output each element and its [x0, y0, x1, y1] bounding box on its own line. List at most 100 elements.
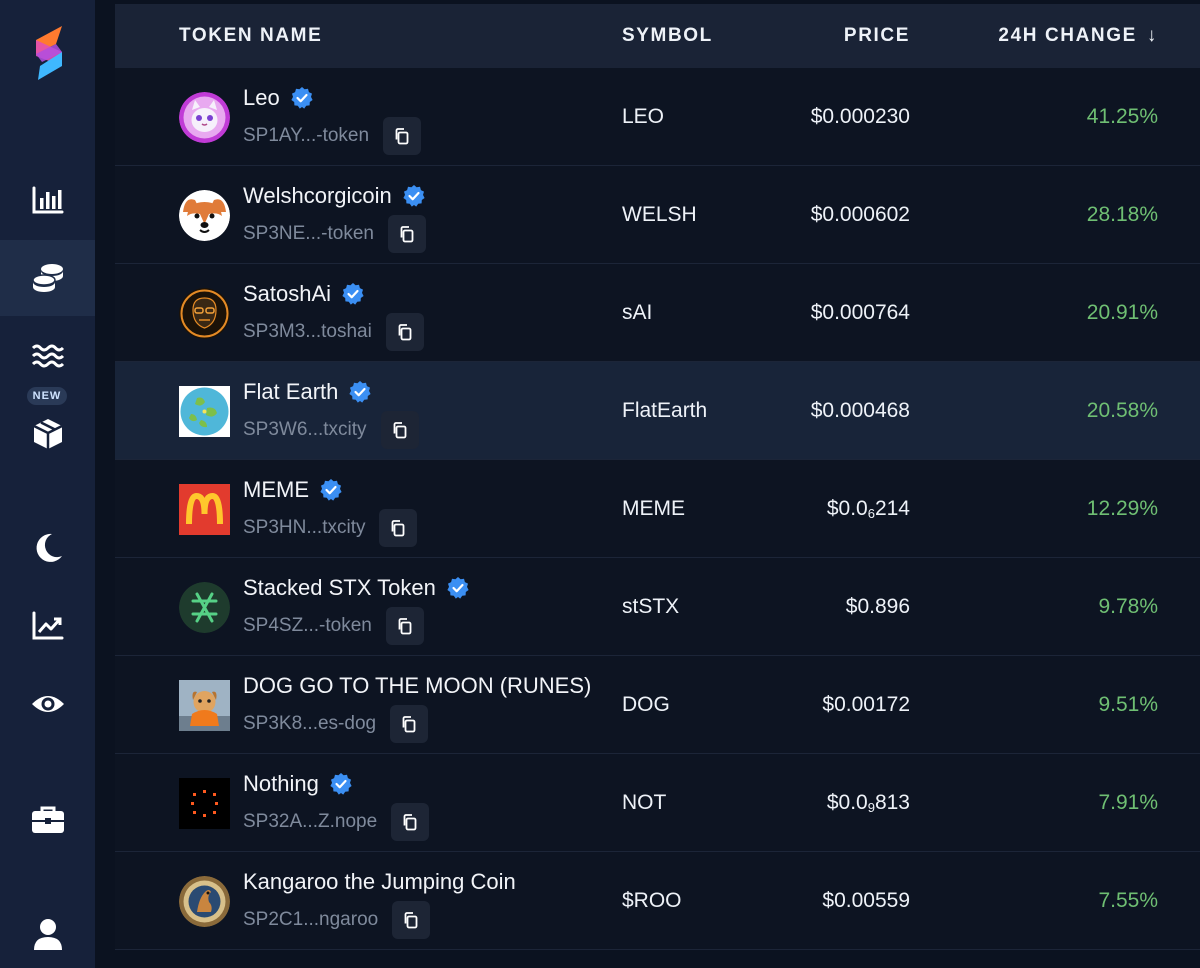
token-name[interactable]: Welshcorgicoin: [243, 183, 392, 208]
token-24h-change: 7.91%: [1098, 791, 1158, 814]
verified-badge-icon: [446, 576, 470, 600]
token-address-line: SP3K8...es-dog: [243, 704, 429, 744]
token-avatar-icon: [179, 190, 230, 241]
contract-address: SP3HN...txcity: [243, 517, 366, 538]
nav-pools[interactable]: [0, 318, 95, 394]
token-name[interactable]: Leo: [243, 85, 280, 110]
token-avatar-icon: [179, 386, 230, 437]
contract-address: SP1AY...-token: [243, 125, 370, 146]
verified-badge-icon: [341, 282, 365, 306]
header-24h-change-label: 24H CHANGE: [998, 25, 1137, 46]
token-name[interactable]: Nothing: [243, 771, 319, 796]
table-row[interactable]: SatoshAi SP3M3...toshai sAI $0.000764 20.91%: [115, 264, 1200, 362]
token-name[interactable]: Stacked STX Token: [243, 575, 436, 600]
token-address-line: SP3NE...-token: [243, 214, 426, 254]
nav-trending[interactable]: [0, 588, 95, 664]
copy-address-button[interactable]: [392, 901, 431, 939]
moon-icon: [36, 533, 62, 562]
table-row[interactable]: Flat Earth SP3W6...txcity FlatEarth $0.0004…: [115, 362, 1200, 460]
price-digits: 813: [874, 791, 910, 814]
copy-address-button[interactable]: [385, 313, 424, 351]
price-zero-count: 9: [867, 800, 875, 815]
table-row[interactable]: Kangaroo the Jumping Coin SP2C1...ngaroo $…: [115, 852, 1200, 950]
contract-address: SP3W6...txcity: [243, 419, 367, 440]
token-name[interactable]: MEME: [243, 477, 309, 502]
token-24h-change: 12.29%: [1086, 497, 1158, 520]
token-avatar-icon: [179, 582, 230, 633]
nav-portfolio[interactable]: [0, 782, 95, 858]
nav-night[interactable]: [0, 510, 95, 586]
nav-watchlist[interactable]: [0, 666, 95, 742]
copy-address-button[interactable]: [383, 117, 422, 155]
copy-icon: [396, 617, 414, 635]
token-symbol: MEME: [622, 497, 685, 520]
table-row[interactable]: Leo SP1AY...-token LEO $0.000230 41.25%: [115, 68, 1200, 166]
contract-address: SP4SZ...-token: [243, 615, 372, 636]
token-symbol: $ROO: [622, 889, 682, 912]
token-address-line: SP3W6...txcity: [243, 410, 419, 450]
app-logo[interactable]: [26, 22, 72, 84]
copy-address-button[interactable]: [387, 215, 426, 253]
nav-analytics[interactable]: [0, 162, 95, 238]
table-row[interactable]: Welshcorgicoin SP3NE...-token WELSH $0.0006…: [115, 166, 1200, 264]
copy-address-button[interactable]: [391, 803, 430, 841]
token-avatar-icon: [179, 778, 230, 829]
price-zero-count: 6: [867, 506, 875, 521]
token-name-line: Stacked STX Token: [243, 574, 470, 602]
price-main: $0.000230: [810, 105, 910, 128]
token-price: $0.000602: [811, 166, 910, 264]
header-token-name[interactable]: TOKEN NAME: [179, 25, 323, 46]
nav-tokens[interactable]: [0, 240, 95, 316]
contract-address: SP3M3...toshai: [243, 321, 372, 342]
token-name-line: Leo: [243, 84, 314, 112]
token-name[interactable]: Flat Earth: [243, 379, 339, 404]
token-price: $0.000230: [811, 68, 910, 166]
nav-profile[interactable]: [0, 896, 95, 968]
header-price[interactable]: PRICE: [843, 25, 910, 46]
table-row[interactable]: MEME SP3HN...txcity MEME $0.06214 12.29%: [115, 460, 1200, 558]
token-price: $0.000764: [811, 264, 910, 362]
token-name[interactable]: DOG GO TO THE MOON (RUNES): [243, 673, 592, 698]
copy-address-button[interactable]: [390, 705, 429, 743]
price-main: $0.00559: [822, 889, 910, 912]
briefcase-icon: [31, 806, 64, 833]
price-main: $0.896: [845, 595, 910, 618]
table-row[interactable]: DOG GO TO THE MOON (RUNES) SP3K8...es-dog…: [115, 656, 1200, 754]
token-price: $0.000468: [811, 362, 910, 460]
verified-badge-icon: [348, 380, 372, 404]
copy-address-button[interactable]: [380, 411, 419, 449]
eye-icon: [31, 696, 64, 712]
verified-badge-icon: [329, 772, 353, 796]
token-address-line: SP3HN...txcity: [243, 508, 418, 548]
copy-icon: [391, 421, 409, 439]
token-symbol: LEO: [622, 105, 665, 128]
token-symbol: stSTX: [622, 595, 680, 618]
token-address-line: SP3M3...toshai: [243, 312, 424, 352]
price-main: $0.000764: [810, 301, 910, 324]
price-main: $0.0: [826, 497, 868, 520]
token-name[interactable]: SatoshAi: [243, 281, 332, 306]
nav-new-feature[interactable]: [0, 396, 95, 472]
contract-address: SP3K8...es-dog: [243, 713, 377, 734]
token-address-line: SP1AY...-token: [243, 116, 422, 156]
price-main: $0.00172: [822, 693, 910, 716]
table-row[interactable]: Nothing SP32A...Z.nope NOT $0.09813 7.91%: [115, 754, 1200, 852]
token-avatar-icon: [179, 288, 230, 339]
copy-icon: [400, 715, 418, 733]
sort-arrow-down-icon: ↓: [1146, 25, 1158, 46]
copy-address-button[interactable]: [379, 509, 418, 547]
table-row[interactable]: Stacked STX Token SP4SZ...-token stSTX $0.8…: [115, 558, 1200, 656]
box-icon: [32, 419, 63, 449]
header-symbol[interactable]: SYMBOL: [622, 25, 713, 46]
copy-address-button[interactable]: [385, 607, 424, 645]
copy-icon: [402, 911, 420, 929]
token-name-line: MEME: [243, 476, 343, 504]
token-symbol: NOT: [622, 791, 667, 814]
token-name-line: Flat Earth: [243, 378, 372, 406]
token-name-line: Kangaroo the Jumping Coin: [243, 868, 516, 896]
token-name-line: DOG GO TO THE MOON (RUNES): [243, 672, 591, 700]
token-symbol: sAI: [622, 301, 653, 324]
token-name[interactable]: Kangaroo the Jumping Coin: [243, 869, 516, 894]
contract-address: SP3NE...-token: [243, 223, 374, 244]
header-24h-change[interactable]: 24H CHANGE ↓: [998, 4, 1158, 68]
